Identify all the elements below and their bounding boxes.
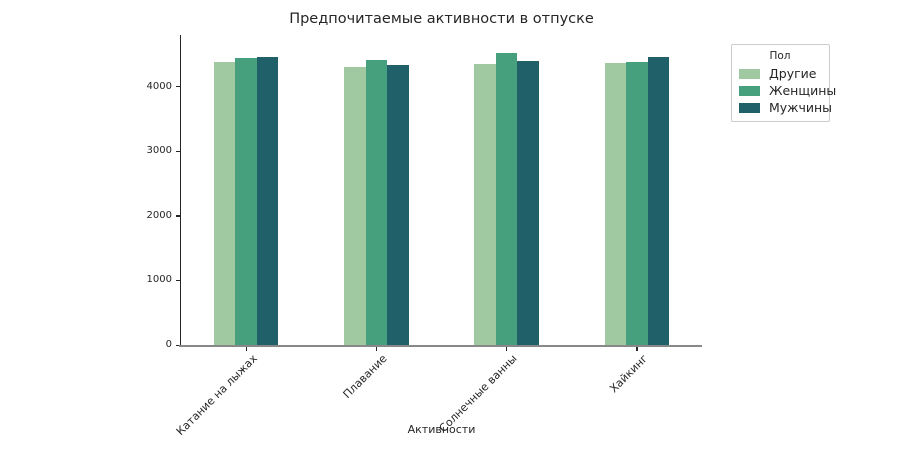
y-tick-label: 0 [165,339,172,350]
bar-series0-cat1 [344,67,366,345]
y-tick-mark [176,86,181,88]
y-tick-mark [176,279,181,282]
legend-title: Пол [769,50,791,62]
legend-item-1: Женщины [739,84,836,97]
bar-series2-cat2 [517,60,539,345]
legend: Пол Другие Женщины Мужчины [731,44,836,122]
bar-series0-cat2 [474,63,496,345]
bar-series2-cat1 [387,65,409,345]
y-tick-mark [176,150,181,152]
bar-series1-cat1 [365,59,388,345]
x-axis-spine [179,344,702,347]
y-tick-label: 4000 [146,80,172,92]
bar-series2-cat0 [256,56,279,345]
legend-label: Другие [769,66,817,81]
y-axis-spine [180,35,182,346]
bar-series1-cat0 [235,57,257,345]
bar-series0-cat3 [604,62,627,345]
x-axis-label: Активности [407,423,476,436]
x-tick-mark [375,346,378,351]
legend-item-2: Мужчины [739,101,832,114]
y-tick-label: 2000 [146,209,172,221]
legend-item-0: Другие [739,67,821,80]
y-tick-label: 1000 [146,274,172,286]
legend-label: Женщины [769,83,837,98]
plot-area [181,35,702,345]
chart-title: Предпочитаемые активности в отпуске [289,11,594,27]
y-tick-mark [176,344,181,346]
y-tick-label: 3000 [146,145,172,157]
legend-swatch [739,102,760,113]
bar-series1-cat3 [626,62,648,345]
legend-swatch [739,68,760,79]
legend-items: Другие Женщины Мужчины [739,67,836,114]
bar-series0-cat0 [213,62,236,345]
bar-series1-cat2 [495,53,518,345]
x-tick-mark [636,346,638,351]
legend-swatch [739,85,760,96]
x-tick-mark [506,346,508,351]
x-tick-mark [245,346,247,351]
legend-label: Мужчины [769,100,832,115]
bar-series2-cat3 [647,57,670,345]
y-tick-mark [176,215,181,217]
